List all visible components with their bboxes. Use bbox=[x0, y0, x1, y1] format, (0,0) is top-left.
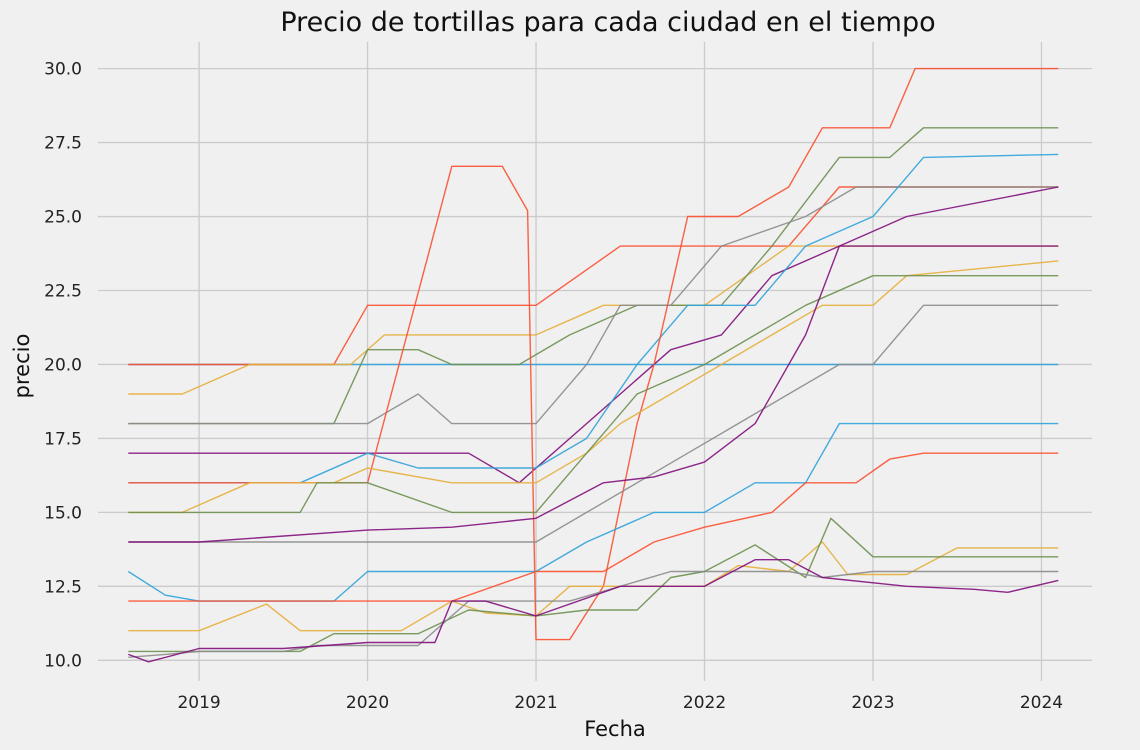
y-tick-label: 27.5 bbox=[44, 134, 82, 154]
y-tick-label: 30.0 bbox=[44, 60, 82, 80]
series-line bbox=[128, 186, 1059, 484]
y-tick-label: 25.0 bbox=[44, 208, 82, 228]
x-tick-label: 2023 bbox=[851, 693, 894, 713]
x-axis-title: Fecha bbox=[584, 717, 646, 741]
x-tick-label: 2019 bbox=[177, 693, 220, 713]
series-line bbox=[128, 570, 1059, 658]
series-line bbox=[128, 153, 1059, 484]
x-tick-label: 2021 bbox=[514, 693, 557, 713]
series-lines bbox=[127, 67, 1059, 663]
y-tick-label: 17.5 bbox=[44, 429, 82, 449]
series-line bbox=[128, 186, 1059, 366]
y-tick-label: 10.0 bbox=[44, 651, 82, 671]
y-axis-title: precio bbox=[10, 334, 34, 399]
series-line bbox=[128, 245, 1059, 543]
grid bbox=[98, 42, 1092, 681]
series-line bbox=[128, 304, 1059, 543]
y-tick-label: 15.0 bbox=[44, 503, 82, 523]
x-tick-label: 2024 bbox=[1020, 693, 1063, 713]
x-tick-label: 2022 bbox=[683, 693, 726, 713]
x-tick-label: 2020 bbox=[346, 693, 389, 713]
series-line bbox=[128, 517, 1059, 653]
series-line bbox=[128, 559, 1059, 663]
series-line bbox=[128, 127, 1059, 425]
series-line bbox=[128, 186, 1059, 425]
series-line bbox=[128, 245, 1059, 395]
y-tick-label: 12.5 bbox=[44, 577, 82, 597]
series-line bbox=[128, 67, 1059, 641]
series-line bbox=[128, 275, 1059, 514]
y-tick-label: 20.0 bbox=[44, 355, 82, 375]
series-line bbox=[128, 452, 1059, 602]
chart-title: Precio de tortillas para cada ciudad en … bbox=[280, 7, 935, 38]
y-tick-label: 22.5 bbox=[44, 282, 82, 302]
series-line bbox=[128, 260, 1059, 514]
tick-labels: 2019 2020 2021 2022 2023 2024 10.0 12.5 15.0 17.5… bbox=[44, 60, 1063, 713]
